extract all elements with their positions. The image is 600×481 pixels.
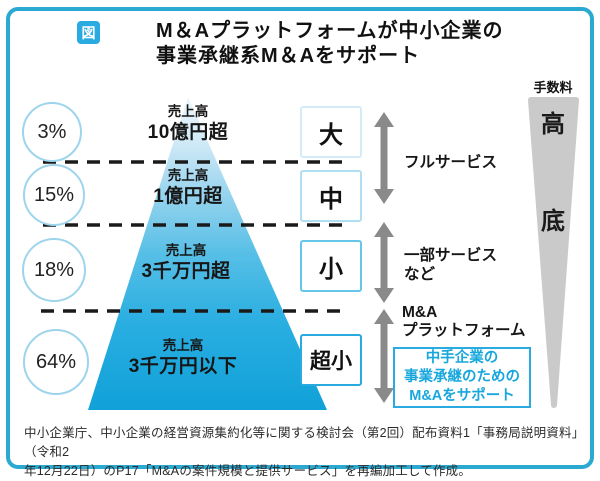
service-label-platform-line1: M&A xyxy=(402,304,438,321)
tier2-revenue-main: 1億円超 xyxy=(153,186,223,207)
support-callout-line2: 事業承継のための xyxy=(404,369,520,385)
source-caption: 中小企業庁、中小企業の経営資源集約化等に関する検討会（第2回）配布資料1「事務局… xyxy=(24,424,586,481)
service-label-platform: M&A プラットフォーム xyxy=(402,304,526,340)
tier3-revenue-top: 売上高 xyxy=(165,243,207,258)
tier4-revenue-label: 売上高 3千万円以下 xyxy=(73,338,293,378)
support-callout-box: 中手企業の 事業承継のための M&Aをサポート xyxy=(393,347,531,408)
share-circle-tier2: 15% xyxy=(23,164,85,226)
tier1-revenue-main: 10億円超 xyxy=(147,122,229,143)
source-caption-line2: 年12月22日）のP17「M&Aの案件規模と提供サービス」を再編加工して作成。 xyxy=(24,464,472,478)
range-arrow-full-service xyxy=(374,112,394,204)
size-box-large: 大 xyxy=(300,106,362,158)
service-label-platform-line2: プラットフォーム xyxy=(402,322,526,339)
tier2-revenue-label: 売上高 1億円超 xyxy=(88,168,288,208)
size-box-ultra-small: 超小 xyxy=(300,334,362,386)
share-circle-tier3: 18% xyxy=(22,238,86,302)
support-callout-line3: M&Aをサポート xyxy=(409,388,515,404)
support-callout-line1: 中手企業の xyxy=(425,350,499,366)
range-arrow-platform xyxy=(374,309,394,403)
tier1-revenue-label: 売上高 10億円超 xyxy=(88,104,288,144)
tier3-revenue-main: 3千万円超 xyxy=(141,261,231,282)
pyramid-shape xyxy=(88,97,327,410)
source-caption-line1: 中小企業庁、中小企業の経営資源集約化等に関する検討会（第2回）配布資料1「事務局… xyxy=(24,426,585,459)
size-box-small: 小 xyxy=(300,240,362,292)
service-label-full: フルサービス xyxy=(404,154,498,171)
fee-axis-title: 手数料 xyxy=(533,80,573,95)
service-label-partial-line2: など xyxy=(404,266,436,283)
tier4-revenue-main: 3千万円以下 xyxy=(128,356,238,377)
service-label-partial: 一部サービス など xyxy=(404,246,497,284)
range-arrow-partial-service xyxy=(374,222,394,303)
share-circle-tier4: 64% xyxy=(23,329,89,395)
tier1-revenue-top: 売上高 xyxy=(167,104,209,119)
tier4-revenue-top: 売上高 xyxy=(162,338,204,353)
figure-title-line1: M＆Aプラットフォームが中小企業の xyxy=(156,20,504,42)
figure-badge: 図 xyxy=(77,21,100,44)
fee-wedge-shape xyxy=(528,97,579,408)
fee-low-label: 底 xyxy=(541,208,565,235)
figure-title-line2: 事業承継系M＆Aをサポート xyxy=(156,45,421,67)
size-box-medium: 中 xyxy=(300,170,362,222)
share-circle-tier1: 3% xyxy=(22,102,82,162)
tier3-revenue-label: 売上高 3千万円超 xyxy=(86,243,286,283)
fee-high-label: 高 xyxy=(541,111,565,138)
figure-title: M＆Aプラットフォームが中小企業の 事業承継系M＆Aをサポート xyxy=(156,19,504,69)
tier2-revenue-top: 売上高 xyxy=(167,168,209,183)
service-label-partial-line1: 一部サービス xyxy=(404,247,498,264)
